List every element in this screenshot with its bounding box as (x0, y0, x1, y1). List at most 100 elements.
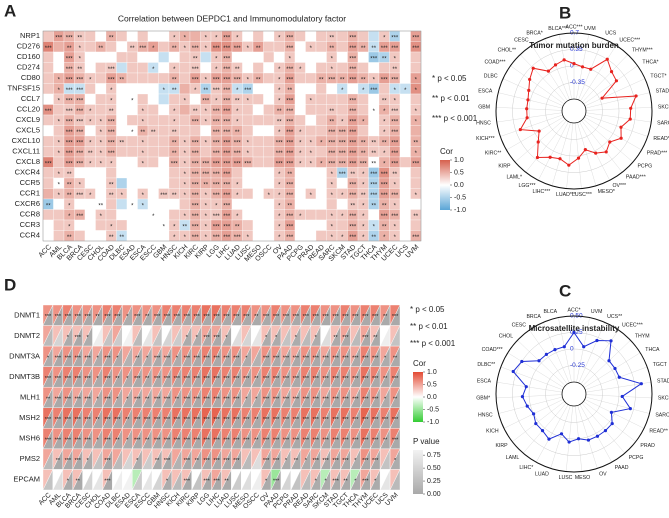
radar-point (527, 88, 531, 92)
significance-label: *** (352, 376, 359, 382)
significance-label: ** (361, 77, 366, 83)
significance-label: *** (303, 438, 310, 444)
heat-cell (137, 83, 149, 95)
outer-circle (495, 32, 653, 190)
radar-point (608, 140, 612, 144)
significance-label: * (247, 235, 250, 241)
significance-label: ** (130, 46, 135, 52)
heat-cell (137, 219, 149, 231)
category-label: HNSC (476, 120, 491, 126)
significance-label: ** (340, 77, 345, 83)
significance-label: ** (371, 161, 376, 167)
significance-label: * (205, 119, 208, 125)
significance-label: *** (243, 376, 250, 382)
heat-cell (410, 62, 422, 74)
significance-label: * (384, 396, 387, 402)
significance-label: ** (151, 130, 156, 136)
heat-cell (126, 167, 138, 179)
heat-cell (305, 62, 317, 74)
radar-point (586, 438, 591, 442)
heat-cell (305, 104, 317, 116)
category-label: COAD*** (485, 60, 506, 66)
category-label: LGG*** (518, 183, 535, 189)
significance-label: *** (322, 355, 329, 361)
colorbar-tick-label: 0.0 (427, 394, 437, 401)
category-label: DLBC** (477, 362, 495, 368)
significance-label: *** (66, 161, 74, 167)
significance-label: ** (254, 314, 259, 320)
significance-label: *** (362, 479, 369, 485)
heat-cell (84, 93, 96, 105)
significance-label: * (394, 98, 397, 104)
significance-label: * (310, 140, 313, 146)
heat-cell (95, 219, 107, 231)
significance-label: ** (256, 46, 261, 52)
heat-cell (147, 72, 159, 84)
significance-label: *** (391, 35, 399, 41)
heat-cell (116, 83, 128, 95)
significance-label: *** (381, 77, 389, 83)
heat-cell (179, 51, 191, 63)
significance-label: * (247, 46, 250, 52)
significance-label: * (205, 224, 208, 230)
radar-point (619, 125, 623, 129)
heat-cell (252, 177, 264, 189)
significance-label: *** (223, 214, 231, 220)
significance-label: *** (223, 119, 231, 125)
radar-point (567, 440, 571, 444)
category-label: ACC*** (565, 24, 582, 30)
significance-label: *** (286, 77, 294, 83)
significance-label: *** (104, 458, 111, 464)
radar-point (559, 432, 564, 436)
significance-label: ** (109, 193, 114, 199)
heat-cell (116, 125, 128, 137)
significance-label: *** (65, 417, 72, 423)
significance-label: * (299, 130, 302, 136)
significance-label: *** (213, 130, 221, 136)
significance-label: *** (202, 98, 210, 104)
significance-label: ** (371, 140, 376, 146)
heat-cell (116, 51, 128, 63)
category-label: ESCA (477, 379, 492, 385)
heat-cell (252, 230, 264, 242)
significance-label: *** (164, 438, 171, 444)
category-label: PRAD*** (647, 150, 667, 156)
significance-label: * (247, 98, 250, 104)
significance-label: *** (332, 355, 339, 361)
significance-label: * (184, 98, 187, 104)
significance-label: *** (273, 314, 280, 320)
row-label: CD80 (21, 73, 40, 82)
significance-label: * (215, 98, 218, 104)
colorbar-tick-label: -0.5 (427, 406, 439, 413)
significance-label: *** (412, 235, 420, 241)
heat-cell (336, 30, 348, 42)
heat-cell (158, 30, 170, 42)
heat-cell (252, 51, 264, 63)
significance-label: *** (223, 182, 231, 188)
significance-label: ** (98, 203, 103, 209)
significance-label: *** (223, 417, 230, 423)
heat-cell (147, 167, 159, 179)
significance-label: *** (108, 67, 116, 73)
significance-label: *** (273, 438, 280, 444)
radar-point (610, 421, 614, 426)
radar-point (518, 127, 522, 132)
radar-point (634, 94, 638, 98)
significance-label: *** (184, 355, 191, 361)
significance-label: *** (342, 396, 349, 402)
significance-label: * (205, 77, 208, 83)
heat-cell (305, 72, 317, 84)
significance-label: *** (66, 151, 74, 157)
row-label: CXCL9 (16, 115, 40, 124)
significance-label: * (89, 77, 92, 83)
significance-label: *** (352, 438, 359, 444)
significance-label: ** (329, 119, 334, 125)
heat-cell (242, 104, 254, 116)
category-label: LUSC*** (572, 192, 592, 198)
significance-label: *** (391, 119, 399, 125)
significance-label: *** (184, 417, 191, 423)
significance-label: * (341, 119, 344, 125)
significance-label: *** (372, 417, 379, 423)
heat-cell (158, 146, 170, 158)
significance-label: *** (328, 130, 336, 136)
